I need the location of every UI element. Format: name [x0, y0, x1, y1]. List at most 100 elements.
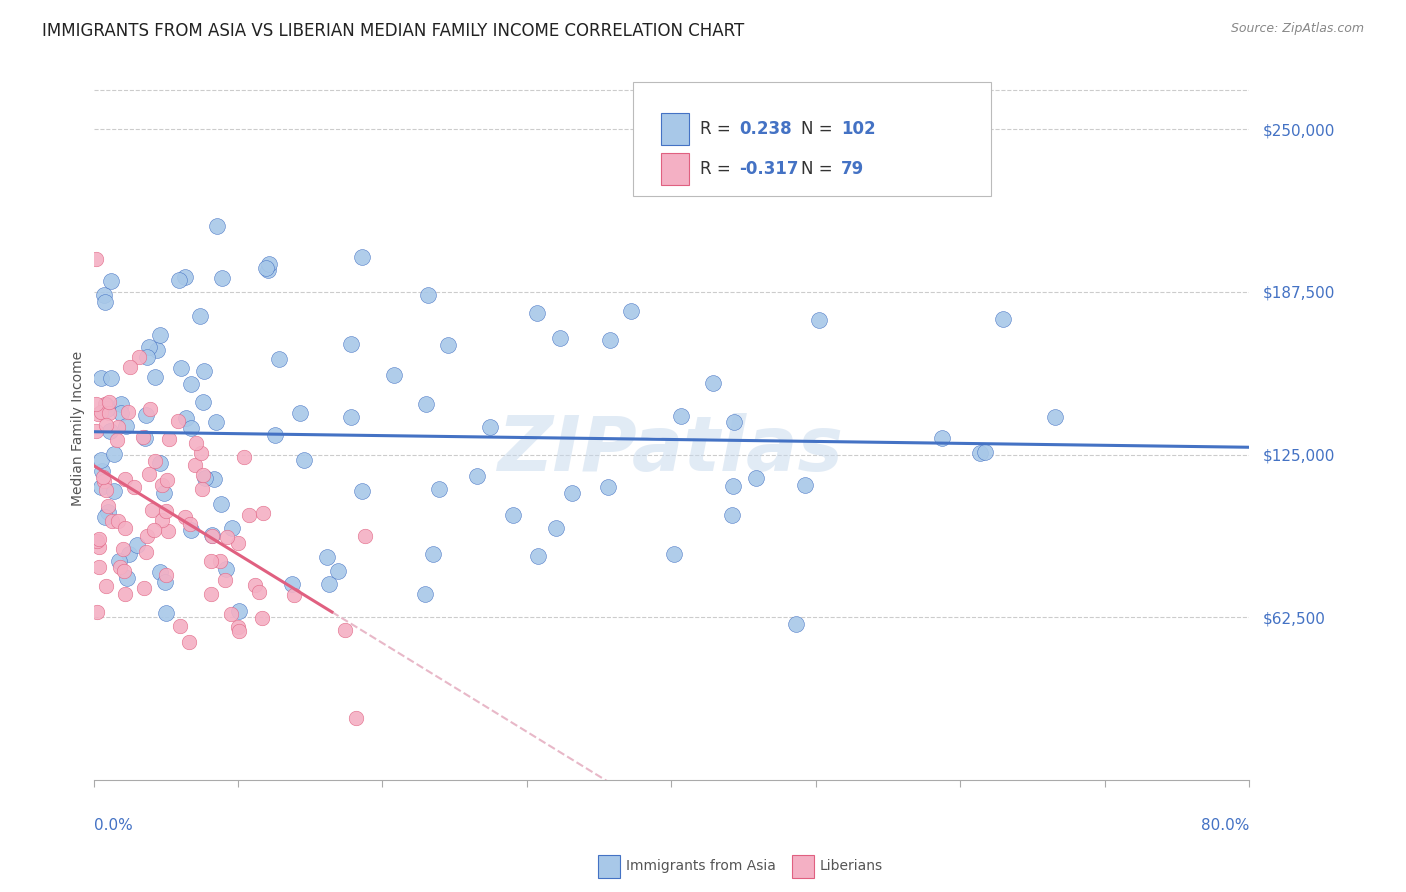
Text: -0.317: -0.317 [740, 160, 799, 178]
Point [232, 450, 254, 464]
Point [794, 478, 817, 492]
Point [422, 547, 444, 561]
Point [201, 529, 224, 543]
Point [252, 506, 274, 520]
Point [157, 524, 180, 538]
Point [153, 574, 176, 589]
Point [201, 528, 224, 542]
Point [188, 309, 211, 323]
Point [155, 568, 177, 582]
Text: R =: R = [700, 160, 737, 178]
Point [205, 219, 228, 233]
Point [105, 433, 128, 447]
Text: Immigrants from Asia: Immigrants from Asia [626, 859, 776, 873]
Point [155, 607, 177, 621]
Point [86, 252, 108, 267]
Point [87, 408, 110, 422]
Point [318, 576, 340, 591]
Point [226, 620, 249, 634]
Point [382, 368, 405, 382]
Point [169, 361, 191, 376]
Point [91, 470, 114, 484]
Point [205, 415, 228, 429]
Point [96, 401, 118, 416]
Point [257, 257, 280, 271]
Point [97, 500, 120, 514]
Point [527, 549, 550, 564]
Point [149, 328, 172, 343]
Point [354, 529, 377, 543]
Point [167, 273, 190, 287]
Point [117, 571, 139, 585]
Point [344, 710, 367, 724]
Point [215, 562, 238, 576]
Point [132, 581, 155, 595]
Point [238, 508, 260, 522]
Point [267, 352, 290, 367]
Text: 0.238: 0.238 [740, 120, 792, 137]
Point [184, 436, 207, 450]
Point [200, 554, 222, 568]
Point [180, 523, 202, 537]
Point [93, 288, 115, 302]
Point [98, 406, 121, 420]
Point [326, 564, 349, 578]
Point [97, 505, 120, 519]
Point [350, 250, 373, 264]
Point [333, 623, 356, 637]
Point [352, 483, 374, 498]
Point [247, 585, 270, 599]
Point [669, 409, 692, 423]
Point [413, 587, 436, 601]
Text: N =: N = [801, 160, 838, 178]
Point [112, 564, 135, 578]
Point [135, 545, 157, 559]
Point [991, 312, 1014, 326]
Point [221, 521, 243, 535]
Point [228, 604, 250, 618]
Point [264, 428, 287, 442]
Point [209, 554, 232, 568]
Point [94, 510, 117, 524]
Point [108, 553, 131, 567]
Point [100, 371, 122, 385]
Point [114, 587, 136, 601]
Point [721, 508, 744, 522]
Point [86, 534, 108, 549]
Point [662, 547, 685, 561]
Point [169, 619, 191, 633]
Point [465, 469, 488, 483]
Text: N =: N = [801, 120, 838, 137]
Point [90, 452, 112, 467]
Point [122, 479, 145, 493]
Point [145, 370, 167, 384]
Point [173, 510, 195, 524]
Point [143, 454, 166, 468]
Point [193, 467, 215, 482]
Point [136, 529, 159, 543]
Text: Source: ZipAtlas.com: Source: ZipAtlas.com [1230, 22, 1364, 36]
Point [807, 312, 830, 326]
Point [228, 624, 250, 639]
Point [94, 417, 117, 432]
Point [785, 616, 807, 631]
Point [191, 394, 214, 409]
Point [415, 397, 437, 411]
Point [544, 521, 567, 535]
Point [548, 331, 571, 345]
Point [94, 483, 117, 498]
Point [94, 398, 117, 412]
Point [211, 270, 233, 285]
Point [427, 483, 450, 497]
Point [86, 605, 108, 619]
Point [156, 473, 179, 487]
Point [100, 274, 122, 288]
Y-axis label: Median Family Income: Median Family Income [72, 351, 86, 506]
Point [702, 376, 724, 390]
Point [98, 424, 121, 438]
Point [134, 431, 156, 445]
Point [190, 446, 212, 460]
Point [150, 478, 173, 492]
Point [157, 432, 180, 446]
Point [86, 397, 108, 411]
